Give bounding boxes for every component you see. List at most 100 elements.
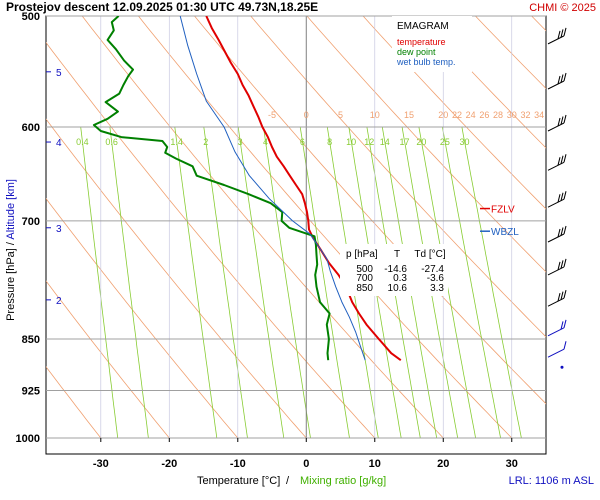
wind-barb-feather <box>557 261 561 271</box>
y-axis-label: Pressure [hPa] / Altitude [km] <box>5 179 17 321</box>
annotation-label: FZLV <box>491 205 515 216</box>
table-cell-t-500: -14.6 <box>384 264 407 275</box>
table-cell-t-700: 0.3 <box>393 273 407 284</box>
mixing-ratio-label: 0.6 <box>105 137 118 147</box>
mixing-ratio-label: 3 <box>238 137 243 147</box>
mixing-ratio-label: 20 <box>416 137 426 147</box>
x-axis-label-temperature: Temperature [°C] <box>197 475 280 487</box>
dry-adiabat-line <box>46 197 239 439</box>
wind-barb-staff <box>547 161 565 171</box>
wind-barb-feather <box>563 258 567 268</box>
table-cell-td-700: -3.6 <box>427 273 445 284</box>
dry-adiabat-line <box>46 41 376 439</box>
wind-barb-feather <box>560 227 564 236</box>
pressure-tick-label: 500 <box>22 11 40 23</box>
wind-barb-feather <box>560 74 564 83</box>
chart-title: Prostejov descent 12.09.2025 01:30 UTC 4… <box>6 0 318 14</box>
sounding-profiles <box>92 16 402 362</box>
mixing-ratio-labels: 0.4 0.6 1.4 2 3 4 6 8 10 12 14 17 20 25 30 <box>76 137 469 147</box>
wind-barb-feather <box>563 27 567 36</box>
wind-barb-feather <box>557 194 561 203</box>
mixing-ratio-label: 30 <box>459 137 469 147</box>
dry-adiabat-label: 34 <box>534 110 544 120</box>
dry-adiabat-label: 32 <box>520 110 530 120</box>
wind-barb-staff <box>547 348 565 358</box>
mixing-ratio-label: 2 <box>203 137 208 147</box>
wind-barb-feather <box>563 191 567 200</box>
wind-barb-feather <box>557 228 561 238</box>
wind-barb-staff <box>547 297 565 307</box>
mixing-ratio-line <box>263 126 311 439</box>
copyright-notice: CHMI © 2025 <box>529 2 596 14</box>
legend-title: EMAGRAM <box>397 21 449 32</box>
temperature-tick-label: 30 <box>506 458 518 470</box>
temperature-tick-labels: -30 -20 -10 0 10 20 30 <box>93 438 518 470</box>
wind-barbs <box>547 27 567 369</box>
wind-barb-feather <box>563 319 567 328</box>
wind-barb-staff <box>547 327 565 337</box>
dry-adiabat-label: -5 <box>268 110 276 120</box>
wet-bulb-line <box>179 16 366 361</box>
mixing-ratio-line <box>366 126 421 439</box>
wind-barb-feather <box>560 29 564 38</box>
mixing-ratio-line <box>237 126 285 439</box>
dry-adiabat-label: 0 <box>304 110 309 120</box>
dry-adiabat-label: 30 <box>507 110 517 120</box>
wind-barb-feather <box>563 290 567 299</box>
wind-barb-point <box>560 365 564 369</box>
wind-barb-feather <box>557 30 561 39</box>
table-cell-p-850: 850 <box>356 283 373 294</box>
level-annotations: FZLV WBZL <box>480 205 519 238</box>
table-cell-td-500: -27.4 <box>421 264 444 275</box>
temperature-tick-label: -10 <box>230 458 246 470</box>
legend: EMAGRAM temperature dew point wet bulb t… <box>392 16 472 72</box>
dry-adiabat-label: 26 <box>479 110 489 120</box>
dry-adiabat-label: 15 <box>404 110 414 120</box>
temperature-tick-label: -20 <box>161 458 177 470</box>
mixing-ratio-line <box>418 126 476 439</box>
pressure-tick-labels: 500 600 700 850 925 1000 <box>16 11 40 445</box>
wind-barb-feather <box>560 155 564 164</box>
temperature-tick-label: 20 <box>437 458 449 470</box>
wind-barb-feather <box>557 293 561 302</box>
wind-barb-staff <box>547 266 565 276</box>
mixing-ratio-line <box>203 126 248 439</box>
plot-area <box>45 15 547 455</box>
dry-adiabat-label: 20 <box>438 110 448 120</box>
dry-adiabat-line <box>306 16 546 273</box>
altitude-tick-label: 4 <box>56 138 62 149</box>
mixing-ratio-label: 25 <box>440 137 450 147</box>
legend-dew-point: dew point <box>397 47 436 57</box>
table-header-p: p [hPa] <box>346 249 378 260</box>
temperature-tick-label: 10 <box>369 458 381 470</box>
dry-adiabat-label: 28 <box>493 110 503 120</box>
pressure-tick-label: 600 <box>22 122 40 134</box>
wind-barb-staff <box>547 233 565 243</box>
wind-barb-feather <box>560 192 564 201</box>
wind-barb-feather <box>563 114 567 124</box>
pressure-tick-label: 925 <box>22 386 40 398</box>
mixing-ratio-line <box>80 126 119 439</box>
mixing-ratio-label: 12 <box>364 137 374 147</box>
mixing-ratio-line <box>109 126 149 439</box>
summary-table: p [hPa] T Td [°C] 500 -14.6 -27.4 700 0.… <box>340 244 448 296</box>
mixing-ratio-line <box>299 126 350 439</box>
altitude-ticks: 5 4 3 2 <box>46 68 62 307</box>
table-cell-p-500: 500 <box>356 264 373 275</box>
dry-adiabat-line <box>81 16 444 439</box>
wind-barb-feather <box>557 157 561 166</box>
dew-point-line <box>92 16 331 361</box>
dry-adiabat-line <box>250 16 546 338</box>
temperature-tick-label: 0 <box>303 458 309 470</box>
mixing-ratio-lines <box>80 126 522 439</box>
legend-box <box>392 16 472 72</box>
pressure-tick-label: 700 <box>22 216 40 228</box>
altitude-tick-label: 5 <box>56 68 62 79</box>
mixing-ratio-line <box>381 126 438 439</box>
mixing-ratio-label: 10 <box>346 137 356 147</box>
pressure-tick-label: 1000 <box>16 433 40 445</box>
wind-barb-staff <box>547 35 565 45</box>
wind-barb-feather <box>563 72 567 82</box>
mixing-ratio-label: 8 <box>327 137 332 147</box>
table-header-t: T <box>394 249 400 260</box>
